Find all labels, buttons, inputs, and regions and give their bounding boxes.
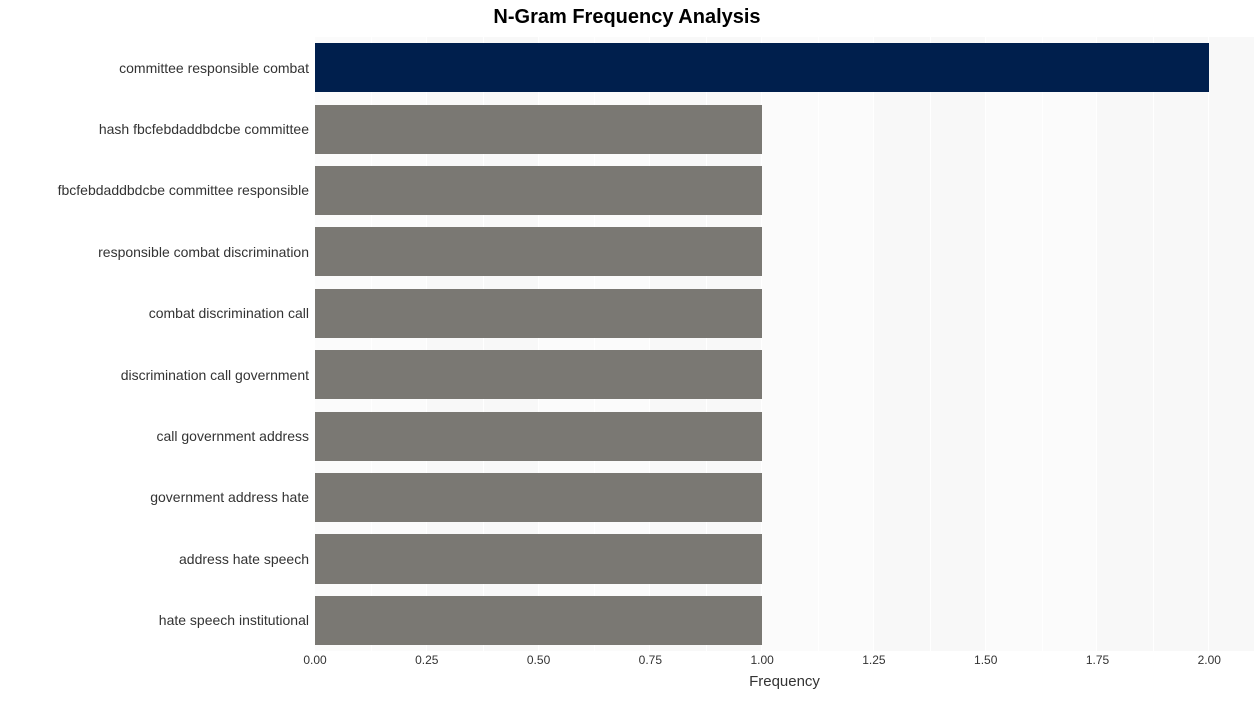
bar-slot [315,590,1254,651]
bar [315,289,762,338]
chart-title: N-Gram Frequency Analysis [0,6,1254,29]
bar-slot [315,37,1254,98]
bar [315,227,762,276]
bar-slot [315,160,1254,221]
x-axis-title: Frequency [315,673,1254,690]
x-tick-label: 2.00 [1198,653,1221,667]
x-tick-label: 1.50 [974,653,997,667]
x-tick-label: 1.75 [1086,653,1109,667]
bar-slot [315,467,1254,528]
y-tick-label: hate speech institutional [0,590,315,651]
bar-slot [315,528,1254,589]
x-tick-label: 0.25 [415,653,438,667]
bar [315,596,762,645]
bar [315,43,1209,92]
y-axis: committee responsible combathash fbcfebd… [0,37,315,651]
x-tick-label: 0.00 [303,653,326,667]
bar [315,534,762,583]
y-tick-label: government address hate [0,467,315,528]
bar [315,166,762,215]
bars-region [315,37,1254,651]
bars-container [315,37,1254,651]
y-tick-label: committee responsible combat [0,37,315,98]
y-tick-label: responsible combat discrimination [0,221,315,282]
bar-slot [315,98,1254,159]
bar-slot [315,283,1254,344]
y-tick-label: call government address [0,405,315,466]
bar [315,473,762,522]
x-axis: 0.000.250.500.751.001.251.501.752.00 [315,653,1254,673]
x-axis-spacer [0,651,315,690]
y-tick-label: hash fbcfebdaddbdcbe committee [0,98,315,159]
bar-slot [315,405,1254,466]
y-tick-label: discrimination call government [0,344,315,405]
x-tick-label: 0.75 [639,653,662,667]
x-tick-label: 1.25 [862,653,885,667]
y-tick-label: combat discrimination call [0,283,315,344]
bar [315,105,762,154]
x-tick-label: 1.00 [750,653,773,667]
plot-area: committee responsible combathash fbcfebd… [0,37,1254,651]
y-tick-label: address hate speech [0,528,315,589]
bar-slot [315,221,1254,282]
bar [315,412,762,461]
y-tick-label: fbcfebdaddbdcbe committee responsible [0,160,315,221]
bar [315,350,762,399]
bar-slot [315,344,1254,405]
ngram-frequency-chart: N-Gram Frequency Analysis committee resp… [0,0,1254,701]
x-tick-label: 0.50 [527,653,550,667]
